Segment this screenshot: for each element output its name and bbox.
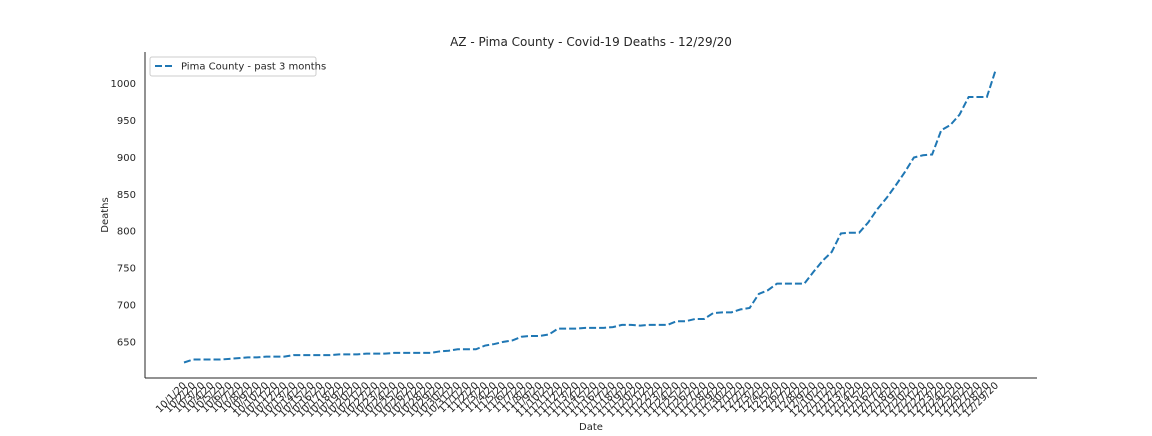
x-axis-label: Date xyxy=(579,422,603,432)
y-tick-label: 650 xyxy=(117,337,136,348)
y-tick-label: 900 xyxy=(117,153,136,164)
y-tick-label: 950 xyxy=(117,116,136,127)
legend-box xyxy=(149,56,317,77)
chart-title: AZ - Pima County - Covid-19 Deaths - 12/… xyxy=(450,35,732,49)
legend: Pima County - past 3 months xyxy=(149,56,326,77)
y-tick-label: 1000 xyxy=(111,79,136,90)
y-tick-label: 800 xyxy=(117,227,136,238)
y-axis-label: Deaths xyxy=(100,197,111,232)
legend-label: Pima County - past 3 months xyxy=(181,62,326,73)
y-tick-label: 850 xyxy=(117,190,136,201)
y-tick-label: 750 xyxy=(117,264,136,275)
line-series xyxy=(183,68,997,364)
y-tick-label: 700 xyxy=(117,300,136,311)
